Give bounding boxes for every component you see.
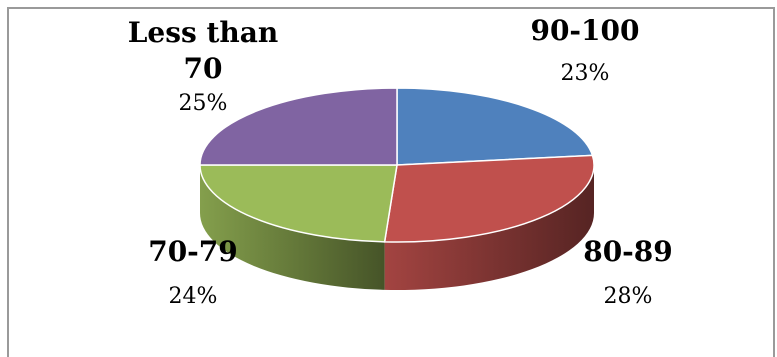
pie-labels: 90-100 23% 80-89 28% 70-79 24% Less than… (128, 14, 673, 309)
slice-side-80-89 (384, 165, 594, 290)
slice-side-70-79 (200, 165, 385, 290)
slice-label-80-89: 80-89 (583, 235, 673, 268)
slice-less-than-70 (199, 87, 398, 166)
slice-value-80-89: 28% (604, 284, 653, 309)
slice-80-89 (383, 154, 595, 243)
pie-sides (200, 165, 594, 290)
slice-label-90-100: 90-100 (530, 14, 639, 47)
slice-value-90-100: 23% (561, 61, 610, 86)
chart-border (7, 7, 775, 357)
slice-value-less-than-70: 25% (179, 91, 228, 116)
slice-label-less-than-70-line2: 70 (184, 52, 223, 85)
slice-90-100 (396, 87, 594, 166)
slice-70-79 (199, 164, 398, 243)
slice-label-less-than-70-line1: Less than (128, 16, 279, 49)
slice-value-70-79: 24% (169, 284, 218, 309)
pie-chart: 90-100 23% 80-89 28% 70-79 24% Less than… (128, 14, 673, 309)
slice-label-70-79: 70-79 (148, 235, 238, 268)
pie-tops (199, 87, 595, 243)
